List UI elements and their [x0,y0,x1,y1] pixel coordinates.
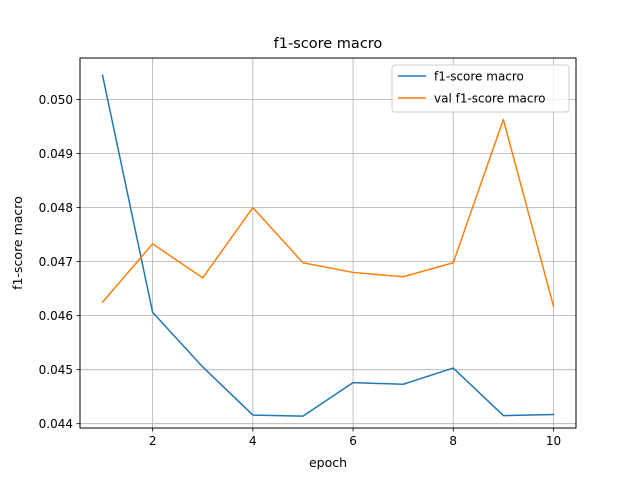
x-tick-label: 10 [546,434,561,448]
legend-box [391,64,570,113]
y-tick-label: 0.046 [39,309,73,323]
y-tick-label: 0.044 [39,417,73,431]
plot-frame [79,57,577,429]
series-line-f1-score-macro [101,74,555,417]
x-axis-label: epoch [309,455,347,470]
y-tick-label: 0.050 [39,93,73,107]
legend-label-train: f1-score macro [434,70,524,84]
series-lines [101,74,555,417]
y-axis-label: f1-score macro [10,196,25,290]
y-axis: 0.044 0.045 0.046 0.047 0.048 0.049 0.050 [39,93,80,431]
legend-label-val: val f1-score macro [434,92,546,106]
y-tick-label: 0.047 [39,255,73,269]
y-tick-label: 0.048 [39,201,73,215]
grid-lines [80,58,576,428]
x-axis: 2 4 6 8 10 [149,428,561,448]
legend: f1-score macro val f1-score macro [391,64,570,113]
y-tick-label: 0.049 [39,147,73,161]
chart-title: f1-score macro [274,36,383,52]
series-line-val-f1-score-macro [101,118,555,307]
x-tick-label: 2 [149,434,157,448]
x-tick-label: 4 [249,434,257,448]
x-tick-label: 8 [449,434,457,448]
y-tick-label: 0.045 [39,363,73,377]
x-tick-label: 6 [349,434,357,448]
